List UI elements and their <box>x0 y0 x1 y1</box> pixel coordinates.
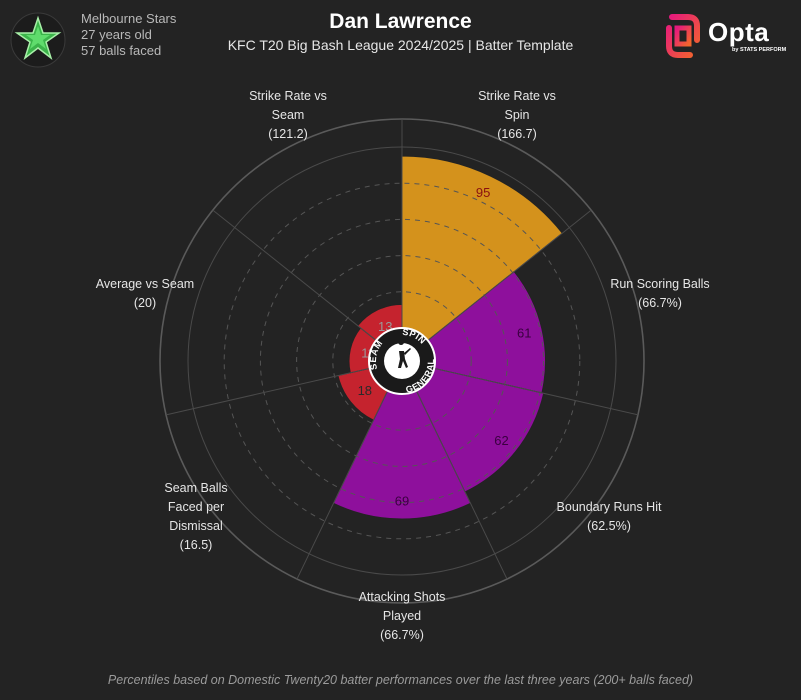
grid-ring-80 <box>223 182 581 540</box>
metric-label-strike-rate-vs-seam: Strike Rate vs Seam (121.2) <box>249 89 327 141</box>
spoke-5 <box>165 367 370 416</box>
grid-ring-40 <box>296 255 508 467</box>
spoke-6 <box>212 209 377 341</box>
team-badge-star-icon <box>10 12 66 68</box>
metric-label-boundary-runs-hit: Boundary Runs Hit (62.5%) <box>556 500 662 533</box>
percentile-label-3: 69 <box>395 493 409 508</box>
batter-icon <box>398 339 411 368</box>
spoke-3 <box>415 390 508 580</box>
opta-wordmark: Opta <box>708 17 770 47</box>
opta-logo: Opta by STATS PERFORM <box>664 14 794 58</box>
metric-label-strike-rate-vs-spin: Strike Rate vs Spin (166.7) <box>478 89 556 141</box>
metric-label-seam-balls-faced-per-dismissal: Seam Balls Faced per Dismissal (16.5) <box>164 481 228 552</box>
metric-label-run-scoring-balls: Run Scoring Balls (66.7%) <box>610 277 710 310</box>
opta-logo-icon <box>666 14 700 58</box>
grid-ring-20 <box>332 291 472 431</box>
percentile-label-2: 62 <box>494 433 508 448</box>
percentile-label-1: 61 <box>517 326 531 341</box>
page-title: Dan Lawrence <box>329 10 472 33</box>
spoke-2 <box>434 367 639 416</box>
spoke-4 <box>296 390 389 580</box>
team-name: Melbourne Stars <box>81 11 177 26</box>
percentile-label-4: 18 <box>358 383 372 398</box>
opta-byline: by STATS PERFORM <box>732 47 787 53</box>
spoke-1 <box>427 209 592 341</box>
percentile-label-0: 95 <box>476 185 490 200</box>
page-subtitle: KFC T20 Big Bash League 2024/2025 | Batt… <box>227 37 574 53</box>
footer-note: Percentiles based on Domestic Twenty20 b… <box>107 673 694 687</box>
metric-label-average-vs-seam: Average vs Seam (20) <box>95 277 195 310</box>
player-info: Melbourne Stars 27 years old 57 balls fa… <box>81 11 176 59</box>
metric-label-attacking-shots-played: Attacking Shots Played (66.7%) <box>358 590 446 642</box>
balls-faced: 57 balls faced <box>81 43 162 58</box>
grid-ring-60 <box>259 218 545 504</box>
player-age: 27 years old <box>81 27 152 42</box>
